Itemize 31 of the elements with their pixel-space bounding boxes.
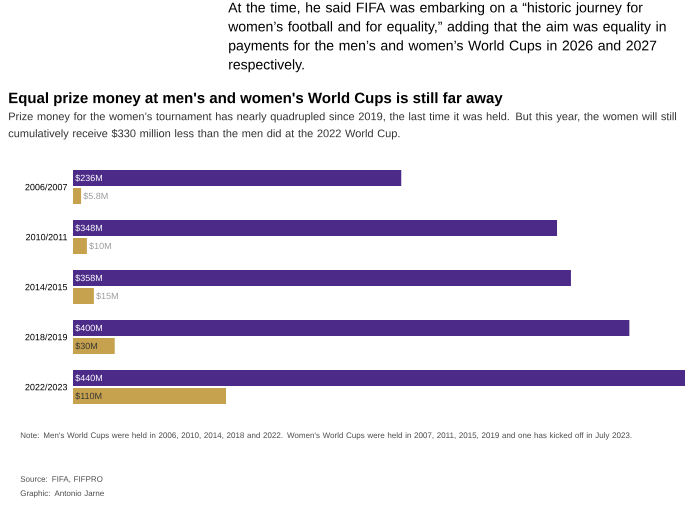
bar xyxy=(73,288,94,304)
y-tick-label: 2022/2023 xyxy=(25,384,68,390)
bar xyxy=(73,220,558,236)
text: Graphic: Antonio Jarne xyxy=(20,490,104,498)
text: At the time, he said FIFA was embarking on a “historic journey for women’s football and for equality,” adding that the aim was equality in payments for the men’s and women’s World Cups in 2026 and 2027 respectively. xyxy=(228,2,666,72)
data-label: $440M xyxy=(75,374,102,382)
data-label: $110M xyxy=(75,392,102,400)
bar xyxy=(73,370,685,386)
data-label: $10M xyxy=(89,242,111,250)
bar xyxy=(73,188,82,204)
bar xyxy=(73,238,87,254)
data-label: $5.8M xyxy=(83,192,108,200)
text: Note: Men's World Cups were held in 2006, 2010, 2014, 2018 and 2022. Women's World Cups were held in 2007, 2011, 2015, 2019 and one has kicked off in July 2023. xyxy=(20,432,632,440)
data-label: $30M xyxy=(75,342,97,350)
bar xyxy=(73,320,630,336)
bar xyxy=(73,170,402,186)
source-note: Source: FIFA, FIFPRO xyxy=(20,476,103,483)
y-tick-label: 2014/2015 xyxy=(25,284,68,290)
data-label: $400M xyxy=(75,324,102,332)
chart-subtitle: Prize money for the women’s tournament has nearly quadrupled since 2019, the last time it was held. But this year, the women will still cumulatively receive $330 million less than the men did at the 2022 World Cup. xyxy=(8,112,676,140)
y-tick-label: 2010/2011 xyxy=(26,234,68,240)
y-tick-label: 2018/2019 xyxy=(25,334,68,340)
data-label: $236M xyxy=(75,174,102,182)
chart-title: Equal prize money at men's and women's World Cups is still far away xyxy=(9,92,503,106)
data-label: $15M xyxy=(96,292,118,300)
data-label: $358M xyxy=(75,274,102,282)
bar xyxy=(73,270,571,286)
bar xyxy=(73,388,226,404)
data-label: $348M xyxy=(75,224,102,232)
bar xyxy=(73,338,115,354)
y-tick-label: 2006/2007 xyxy=(25,184,68,190)
